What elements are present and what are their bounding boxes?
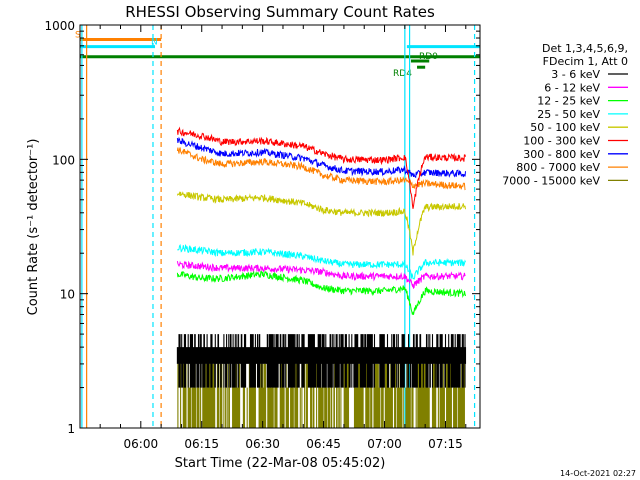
series-3-6-kev [176, 334, 467, 388]
timestamp: 14-Oct-2021 02:27 [560, 469, 636, 478]
series-300-800-kev [176, 136, 466, 179]
legend-label: 100 - 300 keV [523, 135, 600, 148]
series-6-12-kev [176, 260, 466, 290]
chart-title: RHESSI Observing Summary Count Rates [125, 3, 435, 21]
legend-label: 50 - 100 keV [530, 121, 600, 134]
y-tick-label: 1000 [44, 19, 75, 33]
series-100-300-kev [176, 126, 466, 209]
series-path-5 [176, 126, 466, 209]
flag-label-5: RD4 [393, 69, 412, 79]
legend-label: 6 - 12 keV [544, 81, 600, 94]
legend-header-line-1: Det 1,3,4,5,6,9, [542, 42, 628, 55]
flag-label-1: N [151, 38, 158, 48]
x-axis-label: Start Time (22-Mar-08 05:45:02) [175, 456, 386, 471]
legend: Det 1,3,4,5,6,9, FDecim 1, Att 0 3 - 6 k… [502, 42, 628, 187]
legend-header-line-2: FDecim 1, Att 0 [543, 55, 628, 68]
x-tick-label: 06:45 [306, 437, 341, 451]
legend-label: 800 - 7000 keV [516, 161, 600, 174]
x-axis: 06:00 06:15 06:30 06:45 07:00 07:15 [99, 25, 467, 451]
series-50-100-kev [176, 191, 466, 256]
legend-label: 300 - 800 keV [523, 148, 600, 161]
flag-layer: S N RD0 RD4 [75, 30, 480, 79]
y-axis: 1 10 100 1000 [44, 19, 480, 436]
series-path-1 [176, 260, 466, 290]
x-tick-label: 06:00 [124, 437, 159, 451]
series-25-50-kev [177, 243, 466, 280]
y-tick-label: 1 [67, 422, 75, 436]
series-12-25-kev [176, 270, 466, 315]
x-tick-label: 06:30 [245, 437, 280, 451]
x-tick-label: 06:15 [184, 437, 219, 451]
x-tick-label: 07:15 [428, 437, 463, 451]
legend-label: 12 - 25 keV [537, 95, 600, 108]
series-path-0 [176, 334, 467, 388]
flag-label-0: S [75, 30, 81, 40]
legend-label: 7000 - 15000 keV [502, 174, 600, 187]
legend-label: 25 - 50 keV [537, 108, 600, 121]
series-layer [176, 126, 467, 428]
y-axis-label: Count Rate (s⁻¹ detector⁻¹) [26, 139, 41, 316]
flag-label-4: RD0 [419, 52, 438, 62]
x-tick-label: 07:00 [367, 437, 402, 451]
plot-frame [79, 24, 481, 429]
series-path-4 [176, 191, 466, 256]
y-tick-label: 100 [52, 153, 75, 167]
series-path-2 [176, 270, 466, 315]
legend-label: 3 - 6 keV [551, 68, 600, 81]
series-path-6 [176, 136, 466, 179]
y-tick-label: 10 [60, 288, 75, 302]
series-path-3 [177, 243, 466, 280]
